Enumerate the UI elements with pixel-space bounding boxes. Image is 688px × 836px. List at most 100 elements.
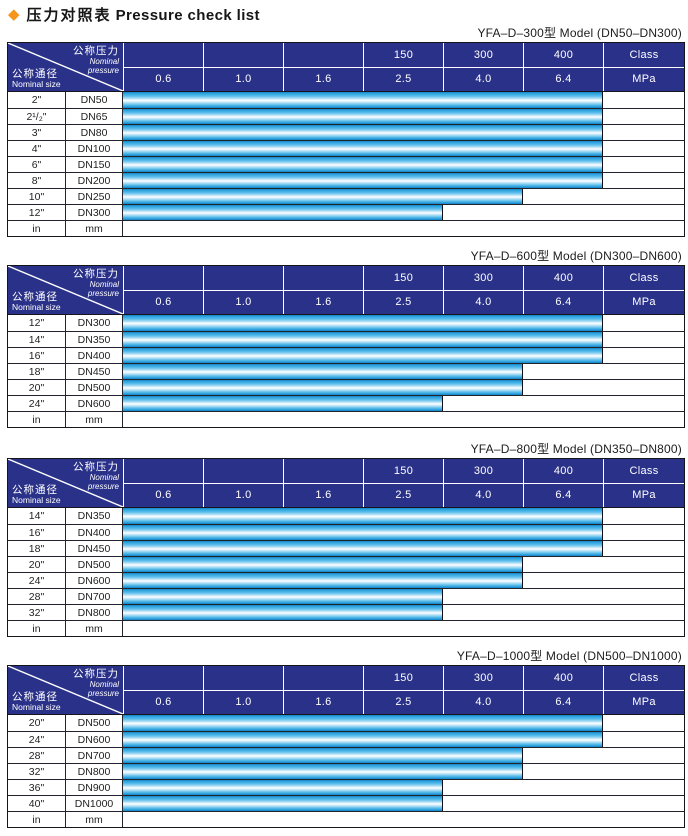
pressure-table-section: YFA–D–800型 Model (DN350–DN800) 公称压力 Nomi… xyxy=(7,442,685,637)
unit-mm-cell: mm xyxy=(66,621,123,636)
pressure-range-bar xyxy=(123,715,603,731)
pressure-range-bar xyxy=(123,525,603,540)
pressure-range-bar xyxy=(123,748,523,763)
size-row: 36" DN900 xyxy=(8,779,684,795)
header-class-row: 150 300 400 Class xyxy=(123,266,684,291)
header-mpa-cell: 0.6 xyxy=(123,67,203,91)
header-mpa-cell: 1.0 xyxy=(203,483,283,507)
header-class-cell: Class xyxy=(603,43,684,67)
diagonal-divider-line xyxy=(8,459,123,507)
size-inch-cell: 18" xyxy=(8,541,66,556)
size-inch-cell: 2¹/₂" xyxy=(8,109,66,124)
size-inch-cell: 20" xyxy=(8,380,66,395)
size-dn-cell: DN100 xyxy=(66,141,123,156)
size-inch-cell: 24" xyxy=(8,732,66,747)
pressure-range-bar xyxy=(123,364,523,379)
header-mpa-cell: 0.6 xyxy=(123,690,203,714)
header-mpa-cell: 1.0 xyxy=(203,290,283,314)
size-row: 20" DN500 xyxy=(8,379,684,395)
header-class-cell xyxy=(283,266,363,290)
pressure-range-bar xyxy=(123,508,603,524)
size-inch-cell: 18" xyxy=(8,364,66,379)
table-caption: YFA–D–1000型 Model (DN500–DN1000) xyxy=(456,649,682,663)
header-mpa-cell: 2.5 xyxy=(363,690,443,714)
header-class-cell: 150 xyxy=(363,266,443,290)
pressure-bar-cell xyxy=(123,764,684,779)
size-inch-cell: 20" xyxy=(8,557,66,572)
nominal-size-zh: 公称通径 xyxy=(12,691,58,703)
header-class-cell: 150 xyxy=(363,43,443,67)
size-dn-cell: DN300 xyxy=(66,315,123,331)
unit-in-cell: in xyxy=(8,412,66,427)
nominal-size-en: Nominal size xyxy=(12,495,61,505)
nominal-pressure-zh: 公称压力 xyxy=(73,268,119,280)
pressure-table: 公称压力 Nominal pressure 公称通径 Nominal size … xyxy=(7,665,685,828)
size-dn-cell: DN800 xyxy=(66,764,123,779)
pressure-table: 公称压力 Nominal pressure 公称通径 Nominal size … xyxy=(7,458,685,637)
pressure-range-bar xyxy=(123,541,603,556)
units-empty-cell xyxy=(123,812,684,827)
pressure-range-bar xyxy=(123,796,443,811)
diagonal-header-cell: 公称压力 Nominal pressure 公称通径 Nominal size xyxy=(8,459,123,507)
header-mpa-cell: 2.5 xyxy=(363,290,443,314)
pressure-bar-cell xyxy=(123,396,684,411)
pressure-bar-cell xyxy=(123,508,684,524)
size-row: 16" DN400 xyxy=(8,347,684,363)
table-body: 2" DN50 2¹/₂" DN65 3" DN80 4" DN100 6" DN150 8" DN2… xyxy=(8,91,684,236)
catalog-page: ◆ 压力对照表 Pressure check list YFA–D–300型 Mo… xyxy=(0,4,688,836)
pressure-range-bar xyxy=(123,348,603,363)
header-mpa-cell: MPa xyxy=(603,67,684,91)
header-class-cell xyxy=(283,43,363,67)
size-dn-cell: DN600 xyxy=(66,396,123,411)
pressure-bar-cell xyxy=(123,205,684,220)
size-dn-cell: DN350 xyxy=(66,332,123,347)
size-dn-cell: DN500 xyxy=(66,557,123,572)
nominal-pressure-en1: Nominal xyxy=(89,57,119,66)
pressure-range-bar xyxy=(123,557,523,572)
size-inch-cell: 20" xyxy=(8,715,66,731)
pressure-bar-cell xyxy=(123,748,684,763)
header-class-row: 150 300 400 Class xyxy=(123,43,684,68)
size-dn-cell: DN1000 xyxy=(66,796,123,811)
header-class-cell: Class xyxy=(603,666,684,690)
header-class-cell: 400 xyxy=(523,666,603,690)
header-mpa-cell: 4.0 xyxy=(443,483,523,507)
size-inch-cell: 8" xyxy=(8,173,66,188)
header-class-cell xyxy=(123,43,203,67)
header-class-row: 150 300 400 Class xyxy=(123,459,684,484)
units-row: in mm xyxy=(8,220,684,236)
header-mpa-cell: MPa xyxy=(603,483,684,507)
size-inch-cell: 40" xyxy=(8,796,66,811)
header-class-cell xyxy=(123,666,203,690)
unit-in-cell: in xyxy=(8,812,66,827)
header-mpa-cell: 6.4 xyxy=(523,483,603,507)
pressure-bar-cell xyxy=(123,732,684,747)
header-mpa-cell: 1.0 xyxy=(203,690,283,714)
size-dn-cell: DN200 xyxy=(66,173,123,188)
pressure-range-bar xyxy=(123,141,603,156)
header-class-cell: 300 xyxy=(443,43,523,67)
size-inch-cell: 32" xyxy=(8,764,66,779)
pressure-bar-cell xyxy=(123,780,684,795)
header-class-cell xyxy=(203,43,283,67)
pressure-range-bar xyxy=(123,173,603,188)
size-row: 40" DN1000 xyxy=(8,795,684,811)
size-inch-cell: 28" xyxy=(8,748,66,763)
header-class-cell xyxy=(203,459,283,483)
table-caption: YFA–D–800型 Model (DN350–DN800) xyxy=(470,442,682,456)
header-class-cell xyxy=(203,266,283,290)
pressure-bar-cell xyxy=(123,364,684,379)
table-caption: YFA–D–300型 Model (DN50–DN300) xyxy=(477,26,682,40)
header-columns: 150 300 400 Class 0.6 1.0 1.6 2.5 4.0 6.4 MPa xyxy=(123,459,684,507)
page-title: ◆ 压力对照表 Pressure check list xyxy=(8,4,688,24)
diagonal-divider-line xyxy=(8,266,123,314)
header-mpa-cell: 1.0 xyxy=(203,67,283,91)
pressure-range-bar xyxy=(123,109,603,124)
table-header: 公称压力 Nominal pressure 公称通径 Nominal size … xyxy=(8,666,684,714)
header-mpa-cell: 2.5 xyxy=(363,483,443,507)
nominal-pressure-label: 公称压力 Nominal pressure xyxy=(73,45,119,75)
size-row: 24" DN600 xyxy=(8,395,684,411)
header-class-cell: 300 xyxy=(443,266,523,290)
diagonal-header-cell: 公称压力 Nominal pressure 公称通径 Nominal size xyxy=(8,266,123,314)
size-row: 3" DN80 xyxy=(8,124,684,140)
